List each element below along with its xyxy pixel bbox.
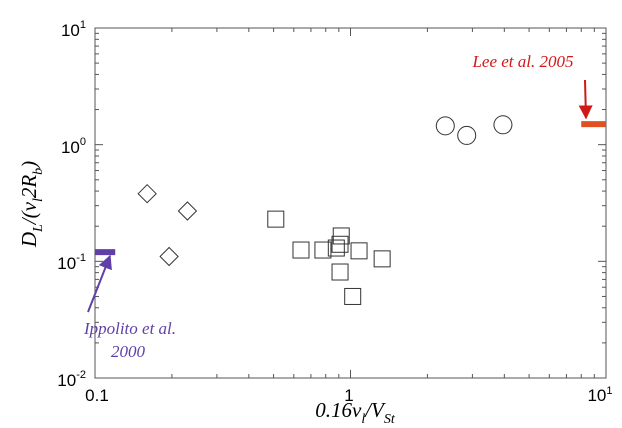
y-tick-label-1e0: 100 [61, 136, 86, 157]
x-tick-label-1: 1 [344, 386, 353, 405]
x-tick-labels: 0.1 1 101 [85, 385, 612, 405]
diamond-point-1 [159, 246, 179, 267]
square-point-9 [373, 250, 391, 268]
annotation-label-ippolito-line2: 2000 [111, 342, 146, 361]
square-point-6 [331, 263, 349, 281]
square-point-0 [267, 210, 285, 228]
x-tick-label-0.1: 0.1 [85, 386, 109, 405]
y-tick-labels: 10-2 10-1 100 101 [57, 19, 86, 390]
data-points [137, 115, 513, 305]
annotation-lee: Lee et al. 2005 [471, 52, 593, 120]
x-axis-title: 0.16vl/VSt [315, 398, 396, 427]
annotation-ippolito: Ippolito et al. 2000 [83, 254, 176, 361]
circle-point-0 [435, 116, 455, 136]
diamond-point-0 [137, 183, 157, 204]
axis-ticks [94, 28, 606, 379]
square-point-2 [314, 241, 332, 259]
square-point-8 [350, 242, 368, 260]
x-tick-label-10: 101 [587, 385, 612, 405]
y-tick-label-1e1: 101 [61, 19, 86, 40]
annotation-label-lee: Lee et al. 2005 [471, 52, 573, 71]
square-point-5 [331, 235, 349, 253]
circle-point-1 [457, 125, 477, 145]
square-point-1 [292, 241, 310, 259]
reference-bars [95, 121, 606, 256]
y-tick-label-1e-1: 10-1 [57, 252, 86, 273]
annotation-arrow-ippolito [87, 254, 112, 313]
square-point-3 [327, 239, 345, 257]
annotation-arrow-lee [578, 79, 593, 120]
annotation-label-ippolito-line1: Ippolito et al. [83, 319, 176, 338]
diamond-point-2 [177, 201, 198, 221]
circle-point-2 [493, 115, 513, 135]
y-tick-label-1e-2: 10-2 [57, 369, 86, 390]
square-point-7 [344, 287, 362, 305]
y-axis-title: DL/(vl2Rb) [17, 161, 46, 248]
